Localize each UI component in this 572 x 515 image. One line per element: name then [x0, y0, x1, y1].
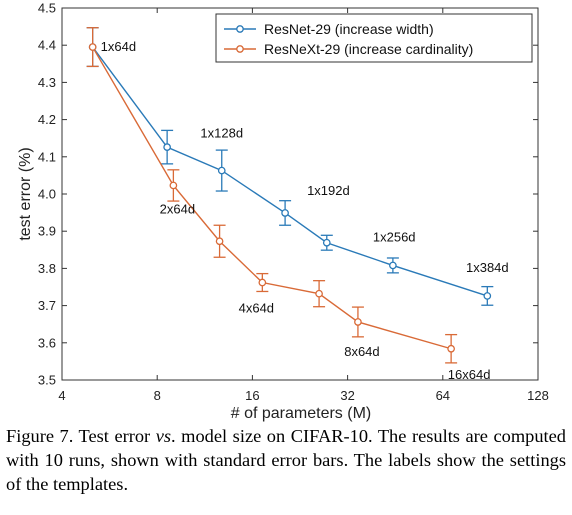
plot-frame — [61, 7, 539, 381]
caption-vs-italic: vs — [155, 426, 172, 446]
y-tick-label: 4.1 — [38, 149, 56, 164]
x-tick-label: 64 — [436, 388, 450, 403]
x-axis-label: # of parameters (M) — [231, 405, 371, 422]
legend-marker — [236, 25, 244, 33]
point-label: 4x64d — [239, 301, 274, 316]
data-point — [281, 209, 289, 217]
point-label: 1x256d — [373, 229, 416, 244]
data-point — [217, 166, 226, 175]
series-line-0 — [92, 46, 488, 297]
x-tick-label: 4 — [58, 388, 65, 403]
y-tick-label: 4.5 — [38, 1, 56, 16]
figure-caption: Figure 7. Test error vs. model size on C… — [6, 426, 566, 494]
y-tick-label: 4.3 — [38, 75, 56, 90]
point-label: 1x64d — [101, 39, 136, 54]
data-point — [163, 143, 171, 151]
point-label: 1x192d — [307, 183, 350, 198]
y-tick-label: 4.0 — [38, 187, 56, 202]
x-tick-label: 8 — [154, 388, 161, 403]
data-point — [389, 261, 397, 270]
y-tick-label: 3.8 — [38, 261, 56, 276]
data-point — [258, 278, 267, 287]
legend-marker — [236, 45, 244, 53]
point-label: 2x64d — [160, 201, 195, 216]
chart: 4 8 16 32 64 128 3.5 3.6 3.7 3.8 3.9 4.0 4.1 4.2 4.3 4.… — [17, 1, 549, 423]
y-tick-label: 3.6 — [38, 335, 56, 350]
y-tick-label: 4.4 — [38, 38, 56, 53]
x-tick-label: 32 — [340, 388, 354, 403]
y-tick-label: 3.9 — [38, 224, 56, 239]
y-tick-label: 3.7 — [38, 298, 56, 313]
legend-entry: ResNet-29 (increase width) — [264, 21, 434, 37]
y-axis-label: test error (%) — [17, 147, 34, 240]
data-point — [322, 238, 331, 247]
legend-entry: ResNeXt-29 (increase cardinality) — [264, 41, 473, 57]
data-point — [447, 344, 455, 353]
point-label: 1x128d — [200, 126, 243, 141]
y-tick-label: 3.5 — [38, 373, 56, 388]
data-point — [88, 43, 97, 51]
y-tick-label: 4.2 — [38, 112, 56, 127]
data-point — [315, 289, 323, 298]
data-point — [354, 318, 362, 326]
data-point — [215, 237, 224, 246]
point-label: 8x64d — [344, 344, 379, 359]
data-point — [483, 292, 492, 300]
x-tick-label: 128 — [527, 388, 549, 403]
point-label: 1x384d — [466, 260, 509, 275]
x-tick-label: 16 — [245, 388, 259, 403]
legend-box — [215, 13, 533, 63]
point-label: 16x64d — [448, 367, 491, 382]
data-point — [169, 181, 178, 190]
